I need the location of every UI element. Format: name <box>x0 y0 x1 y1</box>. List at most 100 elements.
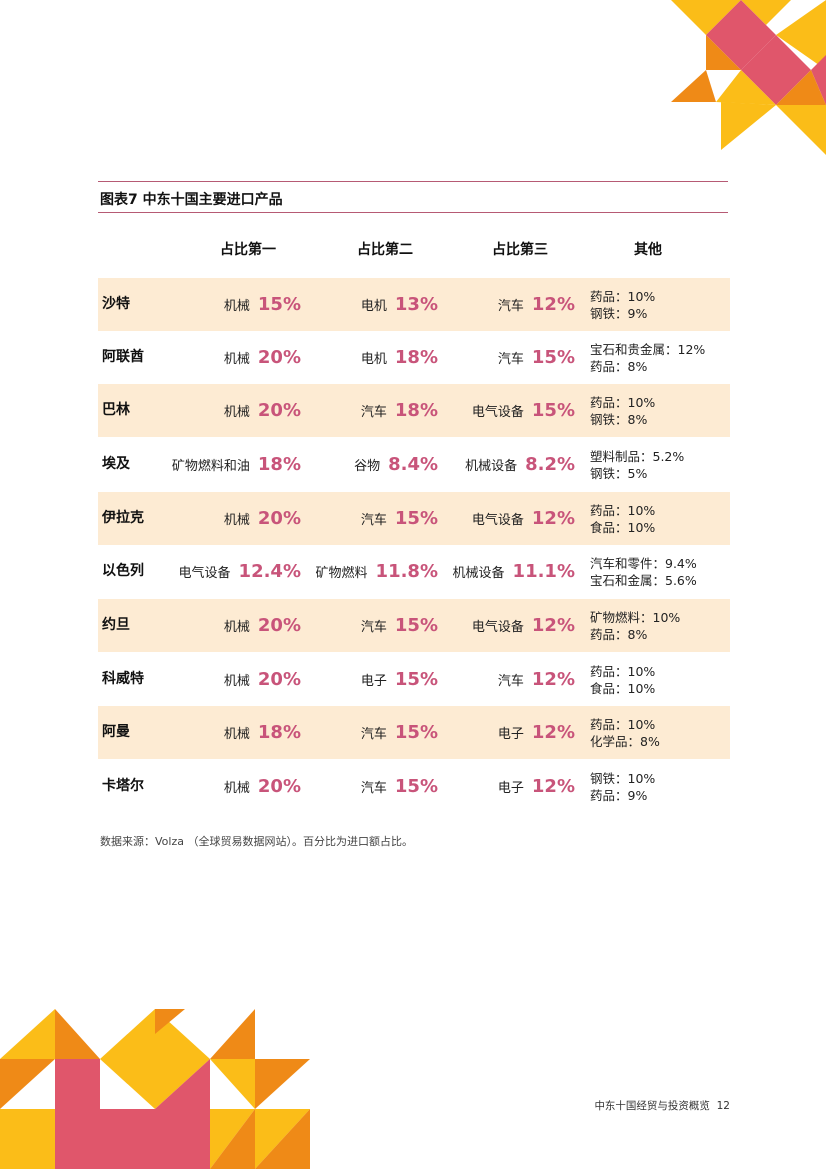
column-header-first: 占比第一 <box>220 242 276 258</box>
product-label: 矿物燃料 <box>315 566 368 581</box>
country-name: 巴林 <box>102 402 130 418</box>
other-item: 汽车和零件：9.4% <box>590 555 697 571</box>
product-label: 机械 <box>223 620 250 635</box>
first-share-cell: 矿物燃料和油 18% <box>138 438 301 491</box>
product-label: 机械设备 <box>452 566 505 581</box>
third-share-cell: 电气设备 12% <box>443 599 575 652</box>
share-percent: 12% <box>531 776 575 797</box>
product-label: 电气设备 <box>471 405 524 420</box>
share-percent: 15% <box>394 615 438 636</box>
page-number: 12 <box>716 1100 730 1112</box>
other-item: 药品：10% <box>590 716 656 732</box>
table-row: 埃及 矿物燃料和油 18% 谷物 8.4% 机械设备 8.2% 塑料制品：5.2% 钢铁… <box>98 438 730 491</box>
share-percent: 20% <box>257 347 301 368</box>
product-label: 机械 <box>223 781 250 796</box>
first-share-cell: 机械 15% <box>138 278 301 331</box>
share-percent: 18% <box>394 347 438 368</box>
other-products: 药品：10% 钢铁：9% <box>590 278 655 331</box>
product-label: 机械 <box>223 299 250 314</box>
share-percent: 18% <box>257 722 301 743</box>
figure-title: 图表7 中东十国主要进口产品 <box>100 192 283 208</box>
product-label: 汽车 <box>360 727 387 742</box>
second-share-cell: 谷物 8.4% <box>308 438 438 491</box>
country-name: 阿曼 <box>102 724 130 740</box>
other-item: 食品：10% <box>590 680 656 696</box>
share-percent: 15% <box>394 508 438 529</box>
share-percent: 11.8% <box>375 561 438 582</box>
column-header-third: 占比第三 <box>492 242 548 258</box>
other-item: 药品：10% <box>590 394 656 410</box>
table-row: 科威特 机械 20% 电子 15% 汽车 12% 药品：10% 食品：10% <box>98 653 730 706</box>
other-products: 矿物燃料：10% 药品：8% <box>590 599 680 652</box>
product-label: 谷物 <box>354 459 381 474</box>
table-row: 约旦 机械 20% 汽车 15% 电气设备 12% 矿物燃料：10% 药品：8% <box>98 599 730 652</box>
first-share-cell: 机械 20% <box>138 760 301 813</box>
country-name: 科威特 <box>102 671 144 687</box>
second-share-cell: 电机 18% <box>308 331 438 384</box>
product-label: 汽车 <box>497 299 524 314</box>
share-percent: 11.1% <box>512 561 575 582</box>
third-share-cell: 电子 12% <box>443 760 575 813</box>
second-share-cell: 汽车 15% <box>308 760 438 813</box>
product-label: 机械 <box>223 352 250 367</box>
other-item: 药品：8% <box>590 358 648 374</box>
product-label: 电机 <box>360 299 387 314</box>
country-name: 卡塔尔 <box>102 778 144 794</box>
share-percent: 15% <box>394 669 438 690</box>
first-share-cell: 机械 20% <box>138 599 301 652</box>
second-share-cell: 汽车 18% <box>308 384 438 437</box>
share-percent: 18% <box>257 454 301 475</box>
second-share-cell: 电机 13% <box>308 278 438 331</box>
share-percent: 15% <box>394 776 438 797</box>
share-percent: 15% <box>531 347 575 368</box>
table-row: 伊拉克 机械 20% 汽车 15% 电气设备 12% 药品：10% 食品：10% <box>98 492 730 545</box>
other-item: 药品：10% <box>590 502 656 518</box>
other-item: 钢铁：5% <box>590 465 648 481</box>
first-share-cell: 机械 18% <box>138 706 301 759</box>
other-item: 钢铁：10% <box>590 770 656 786</box>
product-label: 汽车 <box>497 352 524 367</box>
other-item: 宝石和金属：5.6% <box>590 572 697 588</box>
country-name: 沙特 <box>102 296 130 312</box>
second-share-cell: 矿物燃料 11.8% <box>308 545 438 598</box>
product-label: 汽车 <box>360 513 387 528</box>
product-label: 电机 <box>360 352 387 367</box>
product-label: 矿物燃料和油 <box>171 459 250 474</box>
share-percent: 20% <box>257 669 301 690</box>
share-percent: 12.4% <box>238 561 301 582</box>
share-percent: 12% <box>531 722 575 743</box>
other-item: 钢铁：9% <box>590 305 648 321</box>
other-products: 塑料制品：5.2% 钢铁：5% <box>590 438 684 491</box>
table-row: 卡塔尔 机械 20% 汽车 15% 电子 12% 钢铁：10% 药品：9% <box>98 760 730 813</box>
product-label: 机械 <box>223 674 250 689</box>
other-products: 汽车和零件：9.4% 宝石和金属：5.6% <box>590 545 697 598</box>
table-row: 巴林 机械 20% 汽车 18% 电气设备 15% 药品：10% 钢铁：8% <box>98 384 730 437</box>
share-percent: 18% <box>394 400 438 421</box>
product-label: 电气设备 <box>471 513 524 528</box>
second-share-cell: 汽车 15% <box>308 706 438 759</box>
product-label: 机械 <box>223 513 250 528</box>
other-products: 药品：10% 食品：10% <box>590 653 655 706</box>
second-share-cell: 汽车 15% <box>308 599 438 652</box>
country-name: 以色列 <box>102 563 144 579</box>
other-item: 食品：10% <box>590 519 656 535</box>
product-label: 电子 <box>360 674 387 689</box>
second-share-cell: 汽车 15% <box>308 492 438 545</box>
title-rule-top <box>98 181 728 182</box>
table-row: 阿联酋 机械 20% 电机 18% 汽车 15% 宝石和贵金属：12% 药品：8% <box>98 331 730 384</box>
third-share-cell: 电气设备 15% <box>443 384 575 437</box>
third-share-cell: 机械设备 8.2% <box>443 438 575 491</box>
product-label: 电子 <box>497 781 524 796</box>
share-percent: 20% <box>257 615 301 636</box>
first-share-cell: 机械 20% <box>138 384 301 437</box>
share-percent: 12% <box>531 669 575 690</box>
share-percent: 20% <box>257 508 301 529</box>
product-label: 汽车 <box>360 405 387 420</box>
source-note: 数据来源：Volza （全球贸易数据网站）。百分比为进口额占比。 <box>100 835 413 848</box>
country-name: 伊拉克 <box>102 510 144 526</box>
page-footer: 中东十国经贸与投资概览 12 <box>594 1098 730 1113</box>
other-products: 宝石和贵金属：12% 药品：8% <box>590 331 705 384</box>
other-item: 药品：9% <box>590 787 648 803</box>
share-percent: 12% <box>531 508 575 529</box>
product-label: 电子 <box>497 727 524 742</box>
